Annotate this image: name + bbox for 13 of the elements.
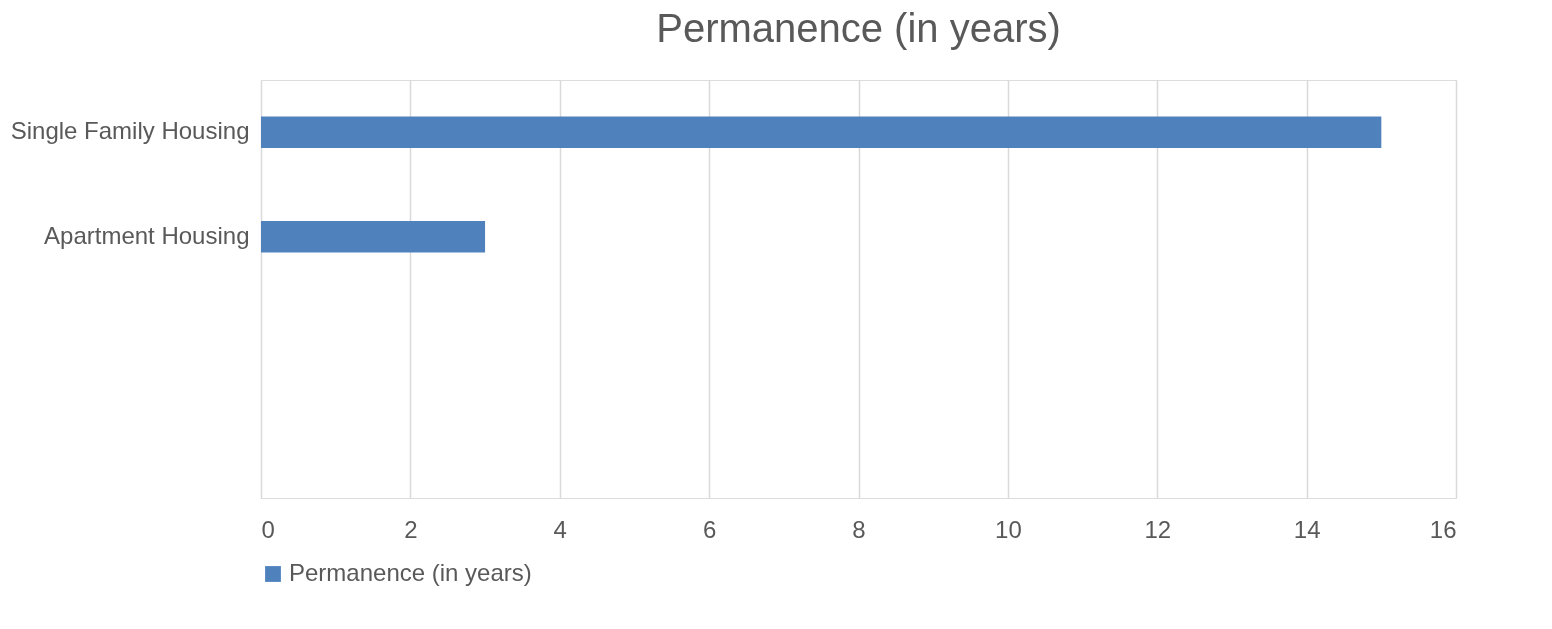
chart-title: Permanence (in years) [656,6,1061,50]
x-tick-label: 14 [1293,515,1321,543]
x-tick-label: 12 [1144,515,1172,543]
x-tick-label: 16 [1429,515,1457,543]
y-tick-label: Single Family Housing [10,117,250,145]
x-tick-label: 0 [261,515,275,543]
y-tick-label: Apartment Housing [44,221,250,249]
x-tick-label: 6 [702,515,717,543]
x-tick-label: 4 [553,515,567,543]
x-tick-label: 2 [404,515,418,543]
x-tick-label: 8 [852,515,866,543]
legend-label: Permanence (in years) [289,559,532,586]
x-tick-label: 10 [995,515,1022,543]
